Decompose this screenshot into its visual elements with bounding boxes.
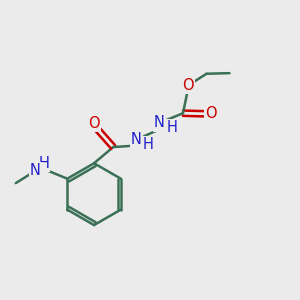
Text: H: H xyxy=(38,156,49,171)
Text: N: N xyxy=(30,163,41,178)
Text: N: N xyxy=(154,116,165,130)
Text: O: O xyxy=(182,78,194,93)
Text: O: O xyxy=(88,116,100,131)
Text: H: H xyxy=(143,137,154,152)
Text: N: N xyxy=(131,132,142,147)
Text: O: O xyxy=(205,106,217,121)
Text: H: H xyxy=(167,120,178,135)
